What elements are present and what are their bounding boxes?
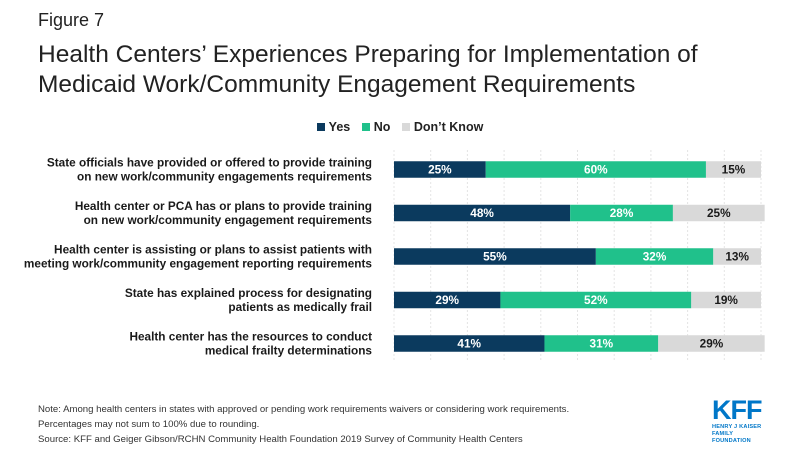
category-label: on new work/community engagements requir… — [77, 170, 372, 184]
bar-don-t-know — [713, 248, 761, 265]
category-label: meeting work/community engagement report… — [24, 257, 373, 271]
legend-label-no: No — [373, 120, 391, 134]
category-label: State officials have provided or offered… — [47, 156, 372, 170]
legend-swatch-yes — [316, 123, 325, 131]
bar-no — [485, 161, 706, 178]
data-label: 13% — [725, 250, 749, 264]
bar-don-t-know — [705, 161, 761, 178]
chart-legend: Yes No Don’t Know — [0, 120, 800, 134]
category-label: Health center is assisting or plans to a… — [54, 243, 372, 257]
category-label: medical frailty determinations — [205, 344, 373, 358]
bar-don-t-know — [691, 291, 761, 309]
bar-don-t-know — [658, 335, 765, 352]
bar-yes — [394, 161, 486, 178]
data-label: 15% — [722, 163, 746, 177]
legend-item-no: No — [361, 120, 391, 134]
bar-don-t-know — [672, 204, 765, 222]
legend-label-dont-know: Don’t Know — [413, 120, 484, 134]
data-label: 29% — [435, 293, 459, 307]
bar-yes — [394, 248, 596, 265]
category-label: patients as medically frail — [228, 300, 372, 314]
legend-swatch-dont-know — [401, 123, 410, 131]
data-label: 41% — [457, 337, 481, 351]
bar-yes — [394, 204, 571, 222]
kff-logo-line-1: HENRY J KAISER — [712, 424, 762, 430]
category-label: Health center or PCA has or plans to pro… — [75, 199, 372, 213]
bar-no — [500, 291, 692, 309]
data-label: 60% — [584, 163, 608, 177]
kff-logo: KFF HENRY J KAISER FAMILY FOUNDATION — [712, 396, 772, 445]
source-line: Source: KFF and Geiger Gibson/RCHN Commu… — [38, 434, 523, 445]
kff-logo-line-2: FAMILY FOUNDATION — [712, 431, 751, 444]
note-line: Note: Among health centers in states wit… — [38, 404, 570, 415]
data-label: 55% — [483, 250, 507, 264]
chart-title: Health Centers’ Experiences Preparing fo… — [38, 40, 778, 100]
legend-item-dont-know: Don’t Know — [401, 120, 484, 134]
category-label: on new work/community engagement require… — [84, 213, 373, 227]
chart-notes: Note: Among health centers in states wit… — [38, 402, 569, 447]
data-label: 32% — [643, 250, 667, 264]
bar-no — [595, 248, 714, 265]
note-line: Percentages may not sum to 100% due to r… — [38, 419, 260, 430]
category-label: Health center has the resources to condu… — [129, 330, 372, 344]
legend-swatch-no — [361, 123, 370, 131]
chart-title-line-2: Medicaid Work/Community Engagement Requi… — [38, 71, 636, 98]
data-label: 25% — [428, 163, 452, 177]
category-label: State has explained process for designat… — [125, 286, 372, 300]
kff-logo-mark: KFF — [712, 395, 762, 425]
data-label: 52% — [584, 293, 608, 307]
data-label: 28% — [610, 206, 634, 220]
data-label: 48% — [470, 206, 494, 220]
data-label: 31% — [590, 337, 614, 351]
chart-title-line-1: Health Centers’ Experiences Preparing fo… — [38, 41, 698, 68]
bar-yes — [394, 291, 501, 309]
legend-label-yes: Yes — [328, 120, 351, 134]
bar-no — [544, 335, 659, 352]
figure-label: Figure 7 — [38, 10, 105, 30]
bar-yes — [394, 335, 545, 352]
bar-no — [570, 204, 673, 222]
data-label: 25% — [707, 206, 731, 220]
legend-item-yes: Yes — [316, 120, 351, 134]
data-label: 29% — [700, 337, 724, 351]
data-label: 19% — [714, 293, 738, 307]
